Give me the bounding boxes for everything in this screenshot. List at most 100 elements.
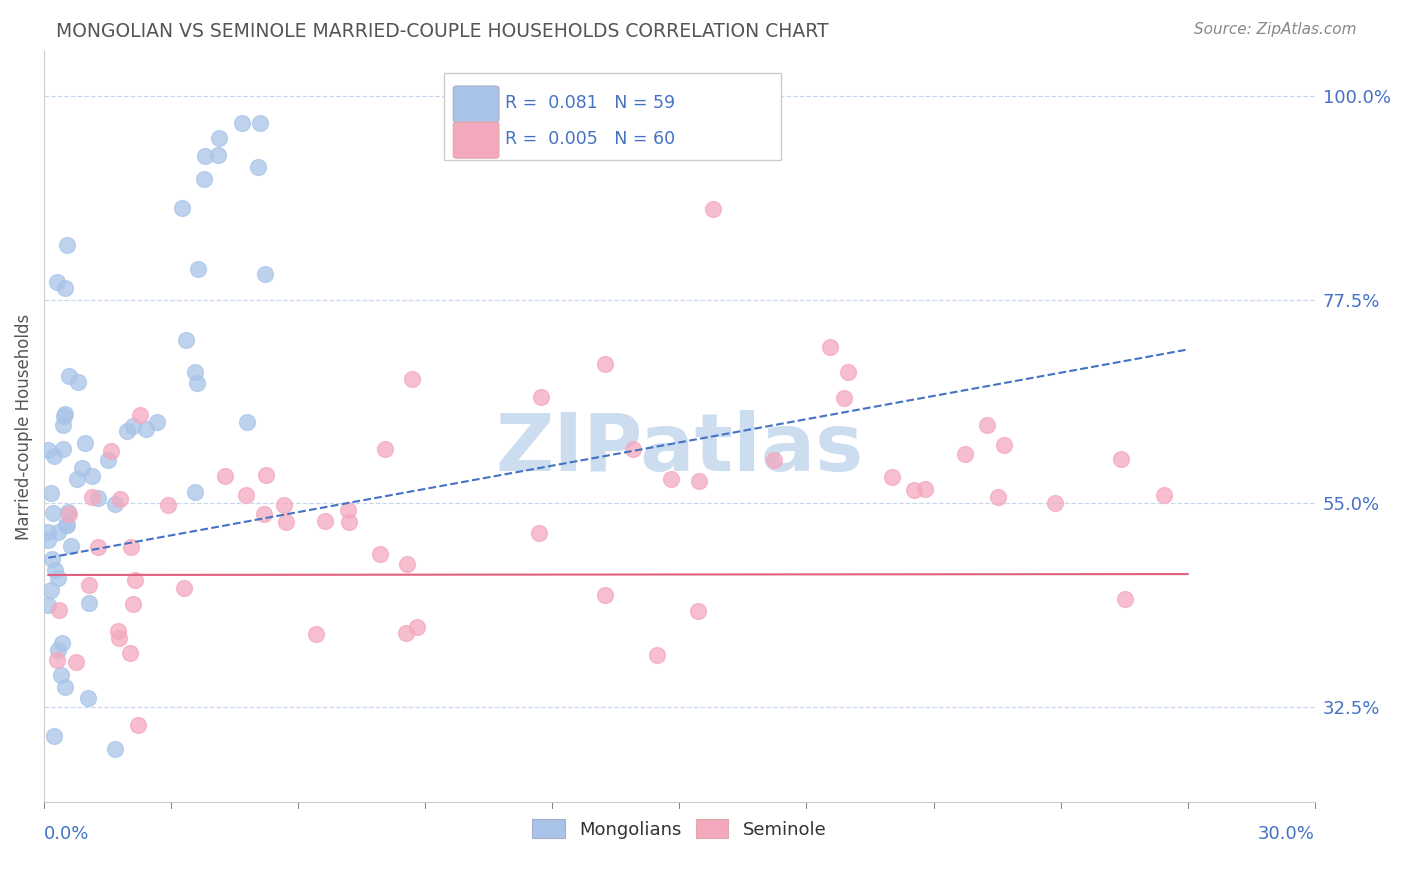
Point <box>118 646 141 660</box>
Point <box>914 483 936 497</box>
Point <box>60 539 83 553</box>
Point <box>39 583 62 598</box>
Point <box>246 160 269 174</box>
Point <box>146 415 169 429</box>
Point <box>762 453 785 467</box>
Point <box>52 417 75 432</box>
Point <box>214 468 236 483</box>
Point <box>207 148 229 162</box>
Point <box>156 498 179 512</box>
Point <box>104 497 127 511</box>
Point <box>395 625 418 640</box>
Point <box>336 503 359 517</box>
Point <box>51 635 73 649</box>
Point <box>832 392 855 406</box>
Point <box>39 486 62 500</box>
Point <box>273 498 295 512</box>
Point <box>187 262 209 277</box>
Text: 30.0%: 30.0% <box>1258 825 1315 843</box>
Point <box>174 333 197 347</box>
Point <box>87 491 110 506</box>
Point <box>1111 452 1133 467</box>
Point <box>75 436 97 450</box>
Point <box>368 547 391 561</box>
Point <box>76 691 98 706</box>
FancyBboxPatch shape <box>444 73 782 160</box>
Point <box>903 483 925 497</box>
Point <box>235 488 257 502</box>
Point <box>66 471 89 485</box>
Text: 0.0%: 0.0% <box>44 825 90 843</box>
Point <box>1043 496 1066 510</box>
Point <box>314 514 336 528</box>
Point <box>53 407 76 421</box>
Point <box>1114 592 1136 607</box>
Point <box>55 517 77 532</box>
Point <box>115 424 138 438</box>
Point <box>66 375 89 389</box>
Point <box>659 472 682 486</box>
Point <box>42 507 65 521</box>
Point <box>53 681 76 695</box>
Point <box>41 552 63 566</box>
Point <box>127 717 149 731</box>
Point <box>53 281 76 295</box>
Point <box>527 525 550 540</box>
Point <box>194 148 217 162</box>
Point <box>70 461 93 475</box>
Point <box>993 438 1015 452</box>
Point <box>37 525 59 540</box>
Point <box>53 409 76 424</box>
Point <box>184 485 207 500</box>
Point <box>56 238 79 252</box>
Point <box>337 515 360 529</box>
Point <box>253 508 276 522</box>
Point <box>58 369 80 384</box>
Point <box>253 268 276 282</box>
Point <box>172 201 194 215</box>
Point <box>46 643 69 657</box>
Point <box>976 417 998 432</box>
Point <box>44 563 66 577</box>
Point <box>129 408 152 422</box>
Point <box>231 116 253 130</box>
Point <box>37 442 59 457</box>
Point <box>108 631 131 645</box>
Legend: Mongolians, Seminole: Mongolians, Seminole <box>524 812 834 846</box>
Point <box>186 376 208 390</box>
Point <box>80 490 103 504</box>
Point <box>193 171 215 186</box>
Point <box>51 668 73 682</box>
Text: ZIPatlas: ZIPatlas <box>495 410 863 488</box>
Point <box>42 729 65 743</box>
Point <box>818 340 841 354</box>
Point <box>837 365 859 379</box>
Point <box>56 506 79 520</box>
Point <box>593 588 616 602</box>
Point <box>305 627 328 641</box>
Text: R =  0.005   N = 60: R = 0.005 N = 60 <box>505 130 675 148</box>
Point <box>82 468 104 483</box>
Point <box>236 415 259 429</box>
Text: Source: ZipAtlas.com: Source: ZipAtlas.com <box>1194 22 1357 37</box>
Point <box>882 470 904 484</box>
Point <box>100 444 122 458</box>
Point <box>621 442 644 457</box>
FancyBboxPatch shape <box>453 86 499 122</box>
Point <box>52 442 75 457</box>
Point <box>37 598 59 612</box>
Point <box>104 742 127 756</box>
Point <box>124 573 146 587</box>
Point <box>274 516 297 530</box>
Point <box>184 365 207 379</box>
Point <box>955 447 977 461</box>
Point <box>208 131 231 145</box>
Text: MONGOLIAN VS SEMINOLE MARRIED-COUPLE HOUSEHOLDS CORRELATION CHART: MONGOLIAN VS SEMINOLE MARRIED-COUPLE HOU… <box>56 22 830 41</box>
Y-axis label: Married-couple Households: Married-couple Households <box>15 313 32 540</box>
Point <box>77 596 100 610</box>
Point <box>120 541 142 555</box>
Point <box>122 418 145 433</box>
Text: R =  0.081   N = 59: R = 0.081 N = 59 <box>505 95 675 112</box>
Point <box>46 524 69 539</box>
FancyBboxPatch shape <box>453 122 499 158</box>
